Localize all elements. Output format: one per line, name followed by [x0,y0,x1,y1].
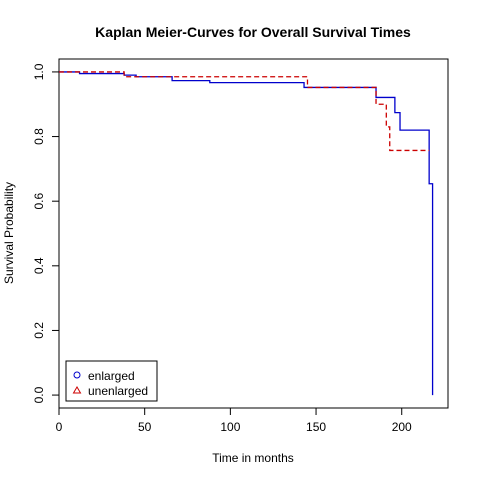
x-tick-label: 200 [392,420,412,434]
series-layer [59,71,434,396]
y-tick-label: 1.0 [32,63,46,80]
y-tick-label: 0.2 [32,322,46,339]
chart-title: Kaplan Meier-Curves for Overall Survival… [95,24,411,40]
legend-label-unenlarged: unenlarged [88,384,148,398]
x-tick-label: 100 [220,420,240,434]
legend: enlarged unenlarged [65,360,158,402]
y-tick-label: 0.4 [32,257,46,274]
x-axis-label: Time in months [212,451,294,465]
x-tick-label: 150 [306,420,326,434]
y-axis-label: Survival Probability [2,182,16,284]
x-tick-label: 50 [138,420,152,434]
y-tick-label: 0.0 [32,386,46,403]
legend-marker-enlarged-icon [73,371,81,379]
y-tick-label: 0.6 [32,193,46,210]
x-tick-label: 0 [56,420,63,434]
y-axis: 0.0 0.2 0.4 0.6 0.8 1.0 [32,63,60,403]
y-tick-label: 0.8 [32,128,46,145]
plot-frame [58,58,449,409]
series-line-enlarged [59,71,434,396]
legend-marker-unenlarged-icon [72,386,82,394]
series-line-unenlarged [59,71,430,152]
legend-label-enlarged: enlarged [88,369,135,383]
x-axis: 0 50 100 150 200 [56,407,412,434]
legend-box [65,360,158,402]
